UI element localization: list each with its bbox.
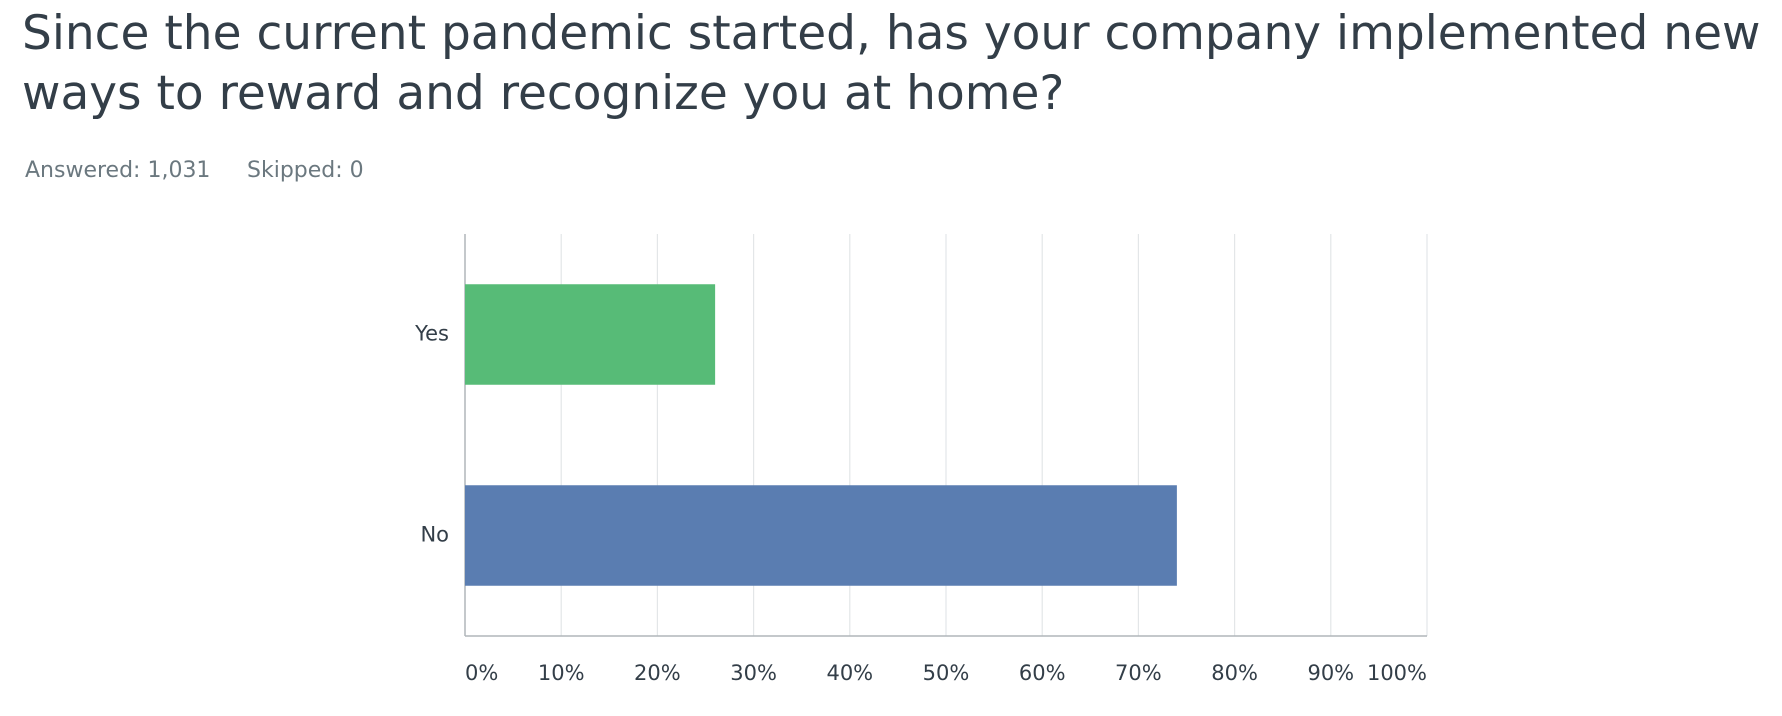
x-tick-label: 10% xyxy=(538,661,585,685)
x-tick-label: 90% xyxy=(1307,661,1354,685)
question-title: Since the current pandemic started, has … xyxy=(22,6,1761,121)
x-tick-label: 50% xyxy=(923,661,970,685)
x-tick-label: 100% xyxy=(1367,661,1427,685)
bar xyxy=(465,485,1177,586)
y-tick-label: Yes xyxy=(414,322,449,346)
bar xyxy=(465,284,716,385)
x-tick-label: 80% xyxy=(1211,661,1258,685)
x-tick-label: 0% xyxy=(465,661,498,685)
x-tick-label: 30% xyxy=(730,661,777,685)
x-tick-label: 40% xyxy=(826,661,873,685)
skipped-count: Skipped: 0 xyxy=(247,158,364,183)
x-tick-label: 70% xyxy=(1115,661,1162,685)
x-tick-label: 60% xyxy=(1019,661,1066,685)
answered-count: Answered: 1,031 xyxy=(25,158,211,183)
x-tick-label: 20% xyxy=(634,661,681,685)
y-tick-label: No xyxy=(420,523,449,547)
